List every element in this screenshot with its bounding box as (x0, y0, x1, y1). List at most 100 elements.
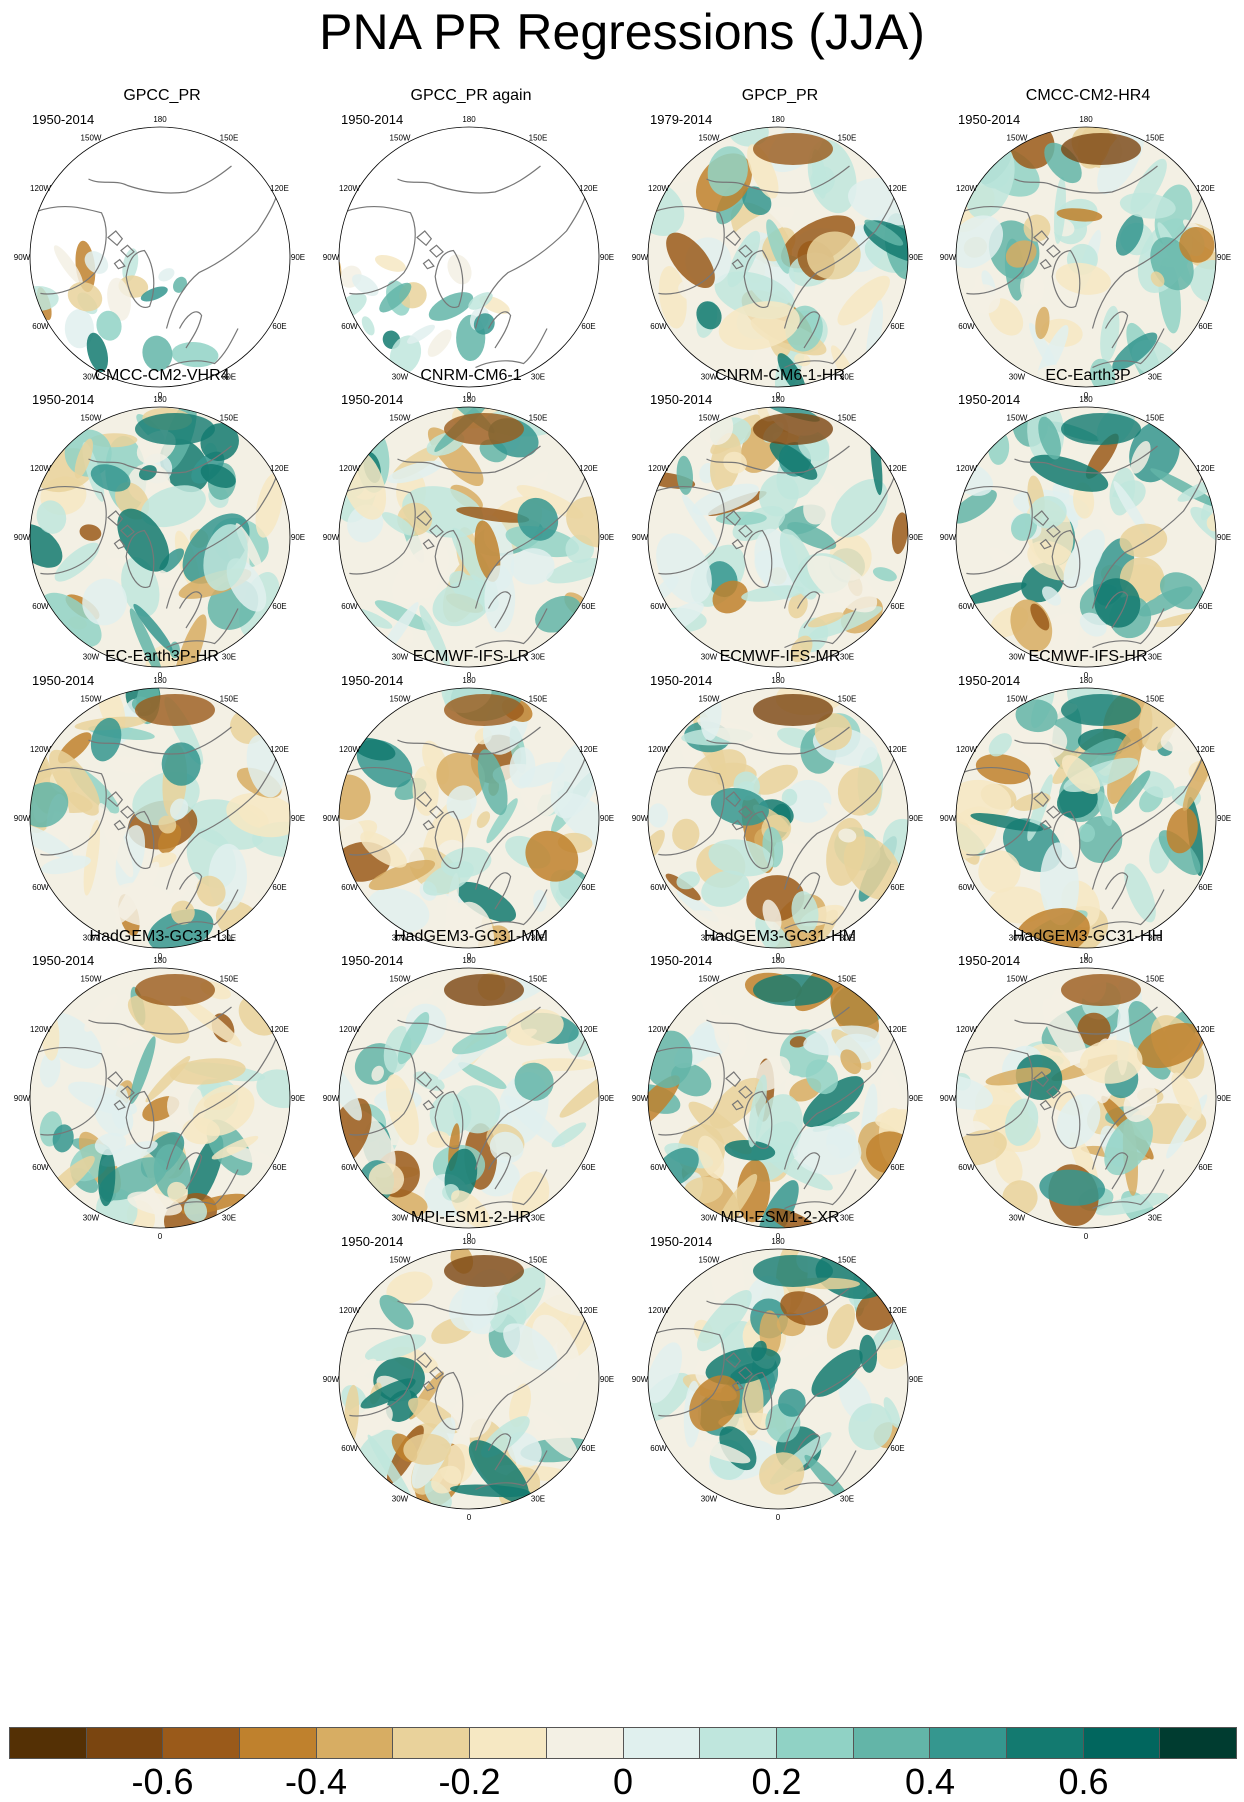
panel-title: HadGEM3-GC31-HM (703, 928, 857, 945)
longitude-label: 120W (339, 1025, 360, 1034)
longitude-label: 180 (462, 1237, 476, 1246)
longitude-label: 30W (392, 934, 409, 943)
longitude-label: 90E (909, 1375, 923, 1384)
colorbar-box (930, 1728, 1007, 1758)
longitude-label: 30E (222, 1214, 236, 1223)
longitude-label: 90W (14, 253, 31, 262)
colorbar-box (240, 1728, 317, 1758)
longitude-label: 0 (467, 1232, 472, 1241)
longitude-label: 90W (940, 1094, 957, 1103)
longitude-label: 0 (158, 1232, 163, 1241)
longitude-label: 90W (323, 253, 340, 262)
longitude-label: 90W (14, 814, 31, 823)
longitude-label: 150W (81, 975, 102, 984)
longitude-label: 180 (462, 956, 476, 965)
longitude-label: 120W (956, 1025, 977, 1034)
longitude-label: 60E (890, 1163, 904, 1172)
longitude-label: 150W (390, 134, 411, 143)
colorbar-box (546, 1728, 624, 1758)
colorbar-box (393, 1728, 471, 1758)
longitude-label: 0 (467, 391, 472, 400)
colorbar-box (316, 1728, 394, 1758)
map-panel: ECMWF-IFS-MR 1950-2014 180 150E 120E 90E 60E 30… (630, 647, 930, 965)
polar-map: 180 150E 120E 90E 60E 30E 0 30W 60W 90W 120W 150W (632, 956, 923, 1241)
map-panel: HadGEM3-GC31-HM 1950-2014 180 150E 120E 90E 60… (630, 927, 930, 1245)
longitude-label: 180 (771, 115, 785, 124)
longitude-label: 90E (1217, 814, 1231, 823)
longitude-label: 180 (153, 956, 167, 965)
longitude-label: 60W (958, 1163, 975, 1172)
panel-title: HadGEM3-GC31-HH (1012, 928, 1164, 945)
longitude-label: 90E (600, 1375, 614, 1384)
longitude-label: 30E (840, 373, 854, 382)
polar-map: 180 150E 120E 90E 60E 30E 0 30W 60W 90W 120W 150W (323, 395, 614, 680)
longitude-label: 90E (909, 253, 923, 262)
longitude-label: 90W (632, 1375, 649, 1384)
panel-period: 1950-2014 (341, 392, 404, 407)
longitude-label: 120E (579, 745, 598, 754)
longitude-label: 30W (1009, 653, 1026, 662)
longitude-label: 30W (83, 934, 100, 943)
longitude-label: 180 (771, 676, 785, 685)
longitude-label: 150W (699, 695, 720, 704)
longitude-label: 150W (699, 414, 720, 423)
longitude-label: 150E (1146, 975, 1165, 984)
longitude-label: 150E (838, 695, 857, 704)
longitude-label: 0 (467, 952, 472, 961)
panel-title: CNRM-CM6-1-HR (715, 367, 845, 384)
longitude-label: 120E (1196, 464, 1215, 473)
longitude-label: 60W (650, 322, 667, 331)
longitude-label: 90E (291, 253, 305, 262)
polar-map: 180 150E 120E 90E 60E 30E 0 30W 60W 90W 120W 150W (940, 956, 1231, 1241)
longitude-label: 30W (392, 653, 409, 662)
longitude-label: 30E (840, 1495, 854, 1504)
longitude-label: 90W (632, 1094, 649, 1103)
map-panel: CNRM-CM6-1 1950-2014 180 150E 120E 90E 60E 30E 0… (321, 366, 621, 684)
longitude-label: 120W (956, 745, 977, 754)
longitude-label: 30E (1148, 653, 1162, 662)
colorbar-label: 0.6 (1058, 1761, 1109, 1802)
longitude-label: 30E (222, 373, 236, 382)
longitude-label: 90W (632, 814, 649, 823)
longitude-label: 0 (158, 391, 163, 400)
panel-title: GPCC_PR again (410, 87, 532, 104)
longitude-label: 0 (1084, 391, 1089, 400)
longitude-label: 120E (888, 184, 907, 193)
longitude-label: 180 (153, 395, 167, 404)
panel-title: MPI-ESM1-2-XR (720, 1209, 840, 1226)
longitude-label: 150E (1146, 414, 1165, 423)
longitude-label: 0 (467, 671, 472, 680)
longitude-label: 90W (940, 814, 957, 823)
panel-period: 1950-2014 (650, 673, 713, 688)
map-panel: ECMWF-IFS-HR 1950-2014 180 150E 120E 90E 60E 30… (938, 647, 1238, 965)
panel-title: GPCC_PR (123, 87, 201, 104)
panel-title: ECMWF-IFS-HR (1028, 648, 1148, 665)
map-panel: CNRM-CM6-1-HR 1950-2014 180 150E 120E 90E 60E 3… (630, 366, 930, 684)
longitude-label: 120W (30, 745, 51, 754)
longitude-label: 60W (32, 1163, 49, 1172)
longitude-label: 90E (909, 533, 923, 542)
polar-map: 180 150E 120E 90E 60E 30E 0 30W 60W 90W 120W 150W (14, 956, 305, 1241)
longitude-label: 180 (1079, 115, 1093, 124)
longitude-label: 90E (909, 1094, 923, 1103)
polar-map: 180 150E 120E 90E 60E 30E 0 30W 60W 90W 120W 150W (940, 676, 1231, 961)
panel-title: EC-Earth3P (1045, 367, 1131, 384)
longitude-label: 90E (909, 814, 923, 823)
colorbar-box (853, 1728, 931, 1758)
longitude-label: 120E (1196, 1025, 1215, 1034)
panel-title: ECMWF-IFS-MR (719, 648, 841, 665)
colorbar-box (10, 1728, 87, 1758)
longitude-label: 60E (581, 322, 595, 331)
longitude-label: 150W (1007, 695, 1028, 704)
longitude-label: 60W (958, 883, 975, 892)
longitude-label: 60E (272, 1163, 286, 1172)
longitude-label: 120E (270, 464, 289, 473)
longitude-label: 30E (531, 653, 545, 662)
panel-title: EC-Earth3P-HR (105, 648, 219, 665)
longitude-label: 150E (220, 695, 239, 704)
colorbar-label: -0.6 (131, 1761, 194, 1802)
longitude-label: 60W (958, 322, 975, 331)
longitude-label: 0 (467, 1513, 472, 1522)
polar-map: 180 150E 120E 90E 60E 30E 0 30W 60W 90W 120W 150W (632, 115, 923, 400)
panel-period: 1950-2014 (32, 112, 95, 127)
